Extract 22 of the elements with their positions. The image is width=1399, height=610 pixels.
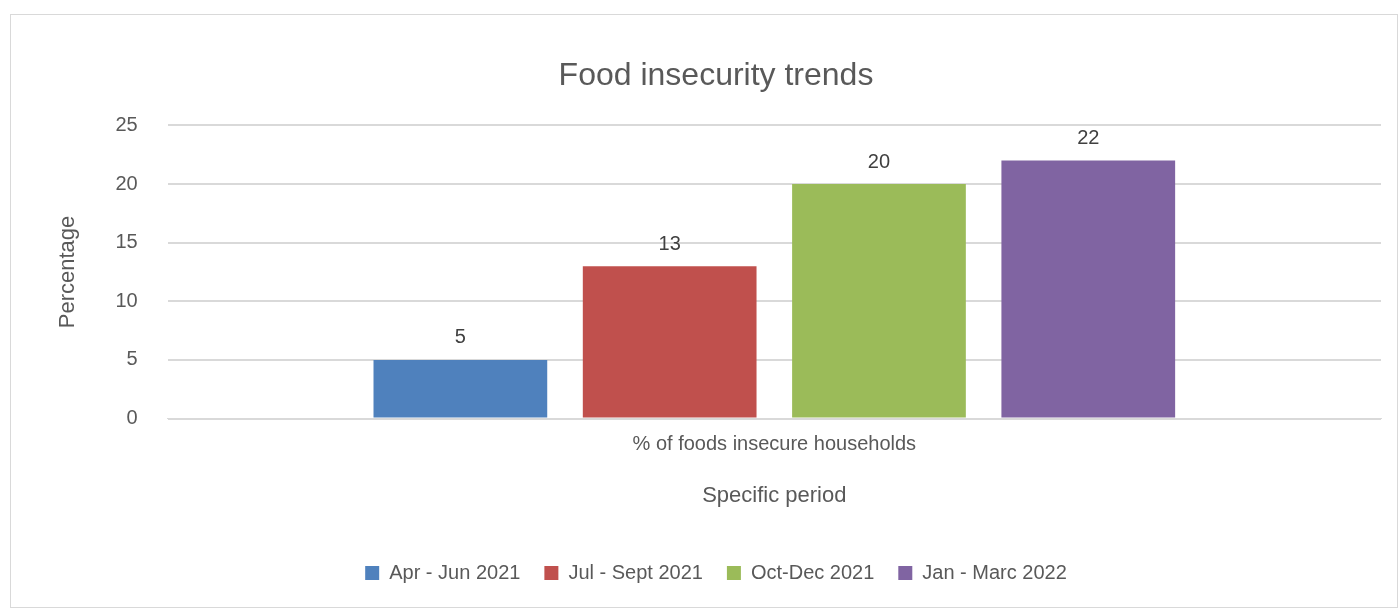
y-axis-title: Percentage (54, 215, 80, 329)
bar (582, 266, 757, 418)
x-tick-label: % of foods insecure households (632, 432, 917, 455)
bar (373, 359, 548, 418)
bar (792, 184, 966, 418)
y-tick-label: 10 (115, 288, 138, 311)
y-tick-label: 25 (115, 112, 138, 135)
y-tick-label: 0 (126, 406, 138, 429)
data-label: 20 (867, 149, 891, 172)
x-axis-title: Specific period (702, 481, 847, 507)
y-tick-label: 5 (126, 347, 138, 370)
bar (1001, 160, 1176, 418)
data-label: 13 (658, 231, 681, 254)
y-tick-label: 15 (115, 230, 138, 253)
legend-label: Oct-Dec 2021 (750, 560, 875, 583)
legend-label: Apr - Jun 2021 (389, 560, 521, 583)
data-label: 5 (454, 325, 466, 348)
legend-label: Jul - Sept 2021 (568, 560, 703, 583)
data-label: 22 (1077, 126, 1100, 149)
chart-title: Food insecurity trends (558, 56, 874, 93)
legend-label: Jan - Marc 2022 (922, 560, 1067, 583)
y-tick-label: 20 (115, 171, 138, 194)
